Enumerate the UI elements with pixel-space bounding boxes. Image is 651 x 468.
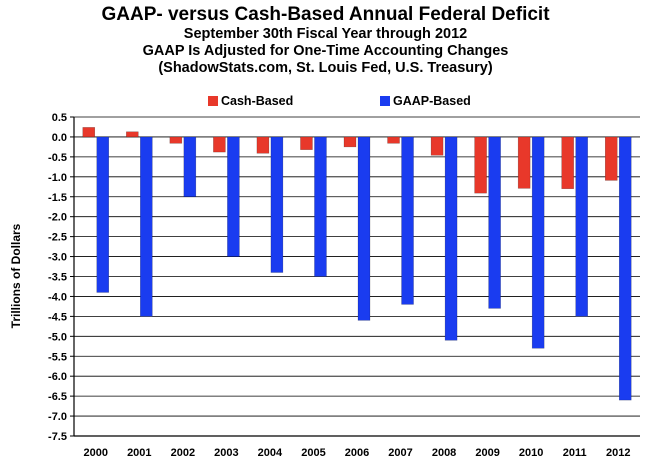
legend-swatch-gaap-based bbox=[380, 96, 390, 106]
y-tick-label: -6.5 bbox=[48, 391, 67, 403]
y-axis-label: Trillions of Dollars bbox=[9, 223, 23, 328]
chart-titles: GAAP- versus Cash-Based Annual Federal D… bbox=[0, 4, 651, 77]
x-tick-label: 2009 bbox=[475, 447, 499, 459]
y-tick-label: -7.5 bbox=[48, 431, 67, 443]
x-tick-label: 2005 bbox=[301, 447, 325, 459]
y-tick-label: -1.0 bbox=[48, 172, 67, 184]
bar-cash-based-2008 bbox=[430, 136, 444, 156]
bar-cash-based-2000 bbox=[82, 127, 96, 138]
bar-gaap-based-2002 bbox=[183, 136, 197, 197]
bar-cash-based-2001 bbox=[126, 131, 139, 138]
bar-cash-based-2010 bbox=[517, 136, 531, 189]
bar-gaap-based-2003 bbox=[227, 136, 240, 257]
y-tick-label: -5.5 bbox=[48, 351, 67, 363]
x-tick-label: 2004 bbox=[258, 447, 283, 459]
x-tick-label: 2000 bbox=[84, 447, 108, 459]
bar-gaap-based-2007 bbox=[401, 136, 414, 305]
bar-gaap-based-2005 bbox=[314, 136, 327, 277]
x-tick-label: 2011 bbox=[563, 447, 587, 459]
bar-cash-based-2011 bbox=[561, 136, 574, 190]
x-tick-label: 2010 bbox=[519, 447, 543, 459]
bar-gaap-based-2008 bbox=[444, 136, 458, 341]
bar-gaap-based-2001 bbox=[140, 136, 153, 317]
legend-label-cash-based: Cash-Based bbox=[221, 94, 293, 108]
legend-swatch-cash-based bbox=[208, 96, 218, 106]
chart-title: GAAP- versus Cash-Based Annual Federal D… bbox=[101, 4, 550, 25]
bars bbox=[82, 127, 632, 401]
y-tick-label: -0.5 bbox=[48, 152, 67, 164]
y-tick-label: 0.5 bbox=[52, 112, 67, 124]
bar-cash-based-2009 bbox=[474, 136, 487, 194]
bar-cash-based-2005 bbox=[300, 136, 313, 150]
bar-cash-based-2006 bbox=[343, 136, 357, 148]
chart-subtitle-1: September 30th Fiscal Year through 2012 bbox=[183, 26, 468, 42]
bar-gaap-based-2009 bbox=[488, 136, 501, 309]
chart-subtitle-3: (ShadowStats.com, St. Louis Fed, U.S. Tr… bbox=[158, 60, 493, 76]
y-tick-label: -2.5 bbox=[48, 232, 67, 244]
x-tick-label: 2002 bbox=[171, 447, 195, 459]
bar-cash-based-2004 bbox=[256, 136, 270, 154]
x-tick-label: 2003 bbox=[214, 447, 238, 459]
y-tick-label: -4.0 bbox=[48, 291, 67, 303]
bar-gaap-based-2004 bbox=[270, 136, 284, 273]
bar-gaap-based-2000 bbox=[96, 136, 110, 293]
y-tick-label: -3.5 bbox=[48, 272, 67, 284]
y-tick-label: -7.0 bbox=[48, 411, 67, 423]
bar-gaap-based-2006 bbox=[357, 136, 371, 321]
x-tick-label: 2006 bbox=[345, 447, 369, 459]
bar-cash-based-2002 bbox=[169, 136, 183, 144]
legend: Cash-Based GAAP-Based bbox=[208, 94, 471, 108]
y-tick-label: 0.0 bbox=[52, 132, 67, 144]
y-tick-label: -5.0 bbox=[48, 331, 67, 343]
bar-cash-based-2003 bbox=[213, 136, 226, 153]
bar-cash-based-2007 bbox=[387, 136, 400, 144]
bar-gaap-based-2012 bbox=[618, 136, 632, 401]
y-tick-label: -3.0 bbox=[48, 252, 67, 264]
bar-gaap-based-2010 bbox=[531, 136, 545, 349]
x-tick-label: 2012 bbox=[606, 447, 630, 459]
chart-subtitle-2: GAAP Is Adjusted for One-Time Accounting… bbox=[142, 43, 509, 59]
y-tick-label: -1.5 bbox=[48, 192, 67, 204]
x-tick-label: 2001 bbox=[127, 447, 151, 459]
bar-cash-based-2012 bbox=[604, 136, 618, 181]
y-tick-label: -4.5 bbox=[48, 311, 67, 323]
y-tick-label: -2.0 bbox=[48, 212, 67, 224]
gridlines bbox=[74, 116, 640, 437]
x-tick-label: 2008 bbox=[432, 447, 456, 459]
axes: 0.5 0.0 -0.5 -1.0 -1.5 -2.0 -2.5 -3.0 -3.5 -4.0 -4… bbox=[48, 112, 640, 459]
bar-gaap-based-2011 bbox=[575, 136, 588, 317]
y-tick-label: -6.0 bbox=[48, 371, 67, 383]
x-tick-label: 2007 bbox=[388, 447, 412, 459]
legend-label-gaap-based: GAAP-Based bbox=[393, 94, 471, 108]
